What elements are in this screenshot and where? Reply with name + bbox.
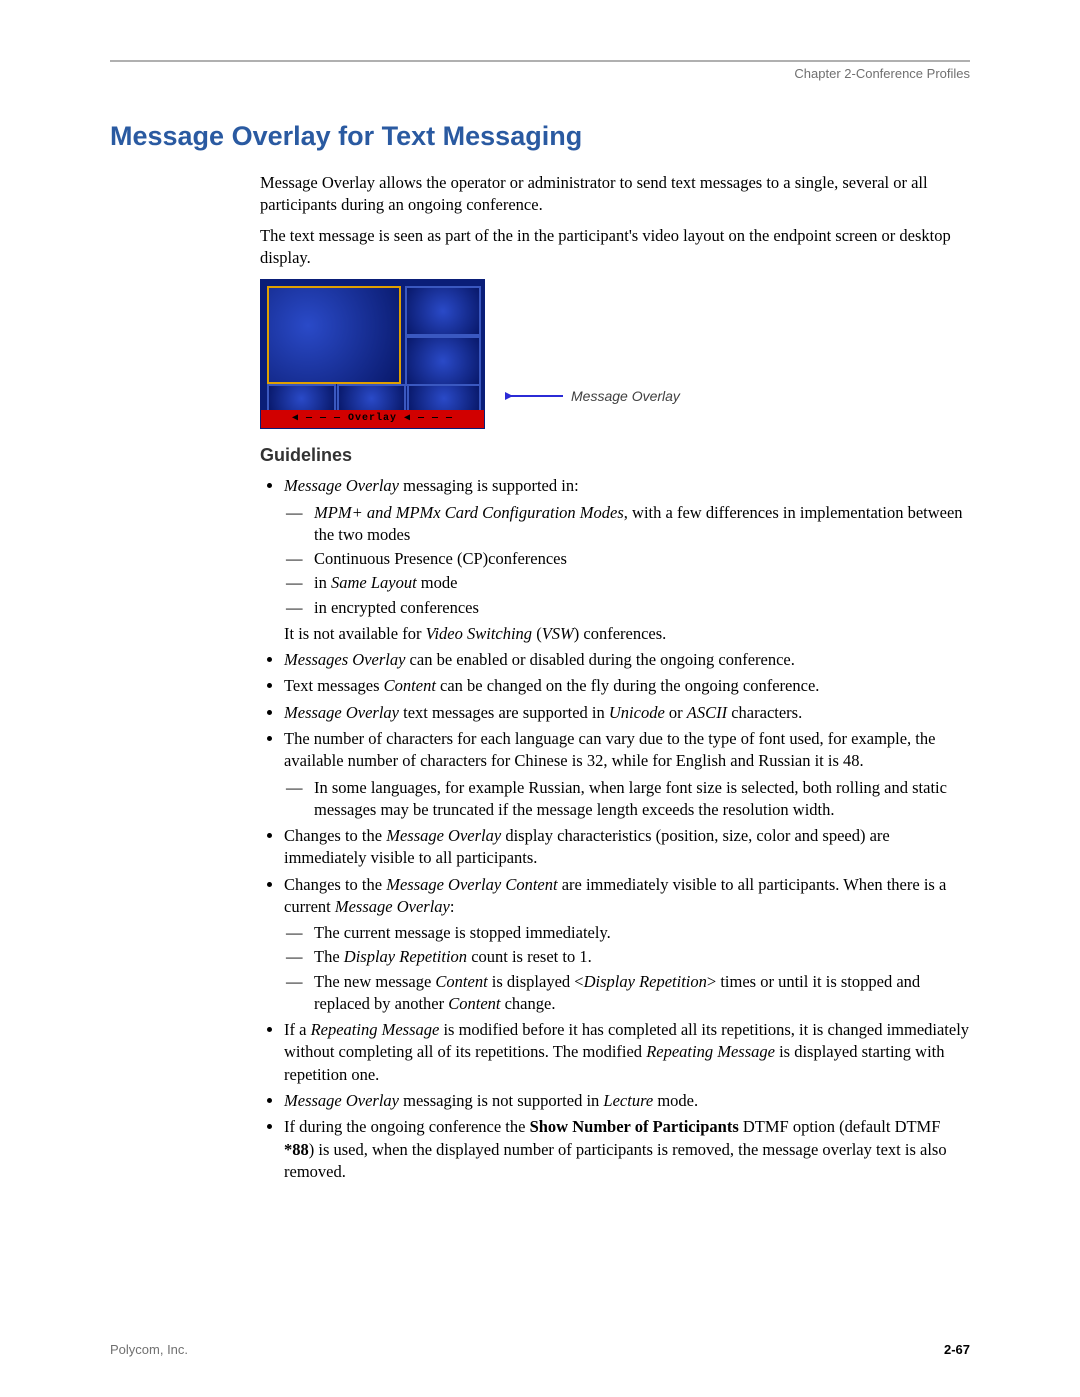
list-item: Text messages Content can be changed on … (284, 675, 970, 697)
text: Message Overlay (386, 826, 501, 845)
text: Content (384, 676, 436, 695)
guidelines-list: Message Overlay messaging is supported i… (260, 475, 970, 1183)
callout: Message Overlay (505, 387, 680, 406)
layout-small-pane (337, 384, 406, 413)
text: If during the ongoing conference the (284, 1117, 530, 1136)
layout-main-pane (267, 286, 401, 384)
text: Message Overlay (284, 1091, 399, 1110)
chapter-label: Chapter 2-Conference Profiles (110, 66, 970, 81)
video-layout-diagram: ◀ — — — Overlay ◀ — — — (260, 279, 485, 429)
text: messaging is not supported in (399, 1091, 603, 1110)
text: messaging is supported in: (399, 476, 579, 495)
text: Content (435, 972, 487, 991)
text: text messages are supported in (399, 703, 609, 722)
diagram-wrap: ◀ — — — Overlay ◀ — — — Message Overlay (260, 279, 970, 429)
list-item: The new message Content is displayed <Di… (314, 971, 970, 1016)
page-title: Message Overlay for Text Messaging (110, 121, 970, 152)
list-item: In some languages, for example Russian, … (314, 777, 970, 822)
text: Show Number of Participants (530, 1117, 739, 1136)
text: DTMF option (default DTMF (739, 1117, 941, 1136)
text: in (314, 573, 331, 592)
text: Display Repetition (584, 972, 707, 991)
text: VSW (542, 624, 574, 643)
list-item: The Display Repetition count is reset to… (314, 946, 970, 968)
list-item: in Same Layout mode (314, 572, 970, 594)
text: ASCII (687, 703, 727, 722)
text: Display Repetition (344, 947, 467, 966)
text: count is reset to 1. (467, 947, 592, 966)
text: Video Switching (426, 624, 532, 643)
text: Same Layout (331, 573, 417, 592)
text: It is not available for (284, 624, 426, 643)
footer: Polycom, Inc. 2-67 (110, 1342, 970, 1357)
list-item: Message Overlay messaging is not support… (284, 1090, 970, 1112)
list-item: Message Overlay messaging is supported i… (284, 475, 970, 645)
text: MPM+ and MPMx Card Configuration Modes (314, 503, 624, 522)
text: change. (500, 994, 555, 1013)
text: mode. (653, 1091, 698, 1110)
text: ) is used, when the displayed number of … (284, 1140, 947, 1181)
text: Lecture (603, 1091, 653, 1110)
text: Repeating Message (646, 1042, 775, 1061)
intro-p2: The text message is seen as part of the … (260, 225, 970, 270)
text: : (450, 897, 455, 916)
text: The new message (314, 972, 435, 991)
layout-small-pane (405, 336, 481, 386)
text: Text messages (284, 676, 384, 695)
text: or (665, 703, 687, 722)
list-item: Continuous Presence (CP)conferences (314, 548, 970, 570)
text: Repeating Message (311, 1020, 440, 1039)
intro-p1: Message Overlay allows the operator or a… (260, 172, 970, 217)
text: Message Overlay Content (386, 875, 557, 894)
page: Chapter 2-Conference Profiles Message Ov… (0, 0, 1080, 1397)
list-item: in encrypted conferences (314, 597, 970, 619)
callout-label: Message Overlay (571, 387, 680, 406)
callout-arrow-icon (505, 387, 565, 405)
text: Message Overlay (284, 703, 399, 722)
list-item: The number of characters for each langua… (284, 728, 970, 821)
text: Changes to the (284, 826, 386, 845)
text: The (314, 947, 344, 966)
overlay-bar: ◀ — — — Overlay ◀ — — — (261, 410, 484, 428)
text: Messages Overlay (284, 650, 405, 669)
header-rule (110, 60, 970, 62)
overlay-bar-text: ◀ — — — Overlay ◀ — — — (292, 412, 453, 426)
text: ( (532, 624, 542, 643)
text: Unicode (609, 703, 665, 722)
list-item: Changes to the Message Overlay Content a… (284, 874, 970, 1016)
layout-small-pane (405, 286, 481, 336)
text: can be changed on the fly during the ong… (436, 676, 819, 695)
text: ) conferences. (574, 624, 667, 643)
text: Content (448, 994, 500, 1013)
guidelines-heading: Guidelines (260, 443, 970, 467)
list-item: If during the ongoing conference the Sho… (284, 1116, 970, 1183)
text: If a (284, 1020, 311, 1039)
layout-small-pane (407, 384, 481, 413)
text: Changes to the (284, 875, 386, 894)
list-item: The current message is stopped immediate… (314, 922, 970, 944)
text: can be enabled or disabled during the on… (405, 650, 794, 669)
list-item: MPM+ and MPMx Card Configuration Modes, … (314, 502, 970, 547)
page-number: 2-67 (944, 1342, 970, 1357)
text: is displayed < (488, 972, 584, 991)
text: The number of characters for each langua… (284, 729, 935, 770)
footer-company: Polycom, Inc. (110, 1342, 188, 1357)
list-item: Changes to the Message Overlay display c… (284, 825, 970, 870)
text: mode (417, 573, 458, 592)
text: *88 (284, 1140, 309, 1159)
list-item: Messages Overlay can be enabled or disab… (284, 649, 970, 671)
text: characters. (727, 703, 802, 722)
list-item: If a Repeating Message is modified befor… (284, 1019, 970, 1086)
text: Message Overlay (335, 897, 450, 916)
body-content: Message Overlay allows the operator or a… (260, 172, 970, 1183)
text: Message Overlay (284, 476, 399, 495)
list-item: Message Overlay text messages are suppor… (284, 702, 970, 724)
layout-small-pane (267, 384, 336, 413)
